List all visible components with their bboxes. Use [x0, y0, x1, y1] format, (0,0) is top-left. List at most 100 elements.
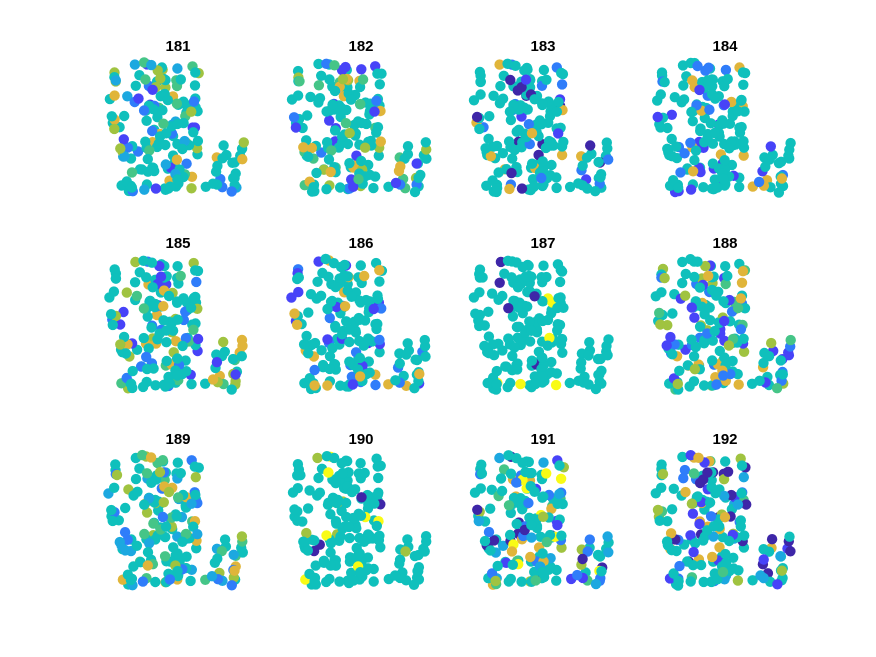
scatter-point	[171, 154, 183, 165]
scatter-point	[529, 181, 540, 192]
scatter-point	[142, 166, 154, 177]
scatter-point	[157, 511, 169, 523]
scatter-point	[107, 515, 118, 527]
scatter-point	[760, 161, 771, 172]
scatter-point	[419, 546, 430, 557]
scatter-point	[508, 295, 519, 306]
panel-181: 181	[104, 38, 249, 197]
scatter-point	[705, 511, 717, 522]
scatter-point	[138, 332, 149, 344]
scatter-point	[368, 303, 379, 315]
scatter-point	[497, 93, 509, 104]
scatter-point	[143, 343, 154, 354]
scatter-point	[755, 570, 766, 581]
scatter-point	[705, 118, 716, 129]
scatter-point	[538, 64, 550, 76]
scatter-point	[355, 567, 366, 578]
scatter-point	[125, 574, 137, 586]
scatter-point	[538, 457, 549, 468]
scatter-point	[558, 136, 569, 148]
scatter-point	[492, 560, 503, 572]
scatter-point	[668, 483, 679, 494]
scatter-point	[141, 468, 153, 479]
scatter-point	[140, 74, 151, 85]
scatter-point	[665, 331, 676, 343]
scatter-point	[162, 94, 173, 106]
scatter-point	[344, 356, 355, 367]
scatter-point	[421, 153, 432, 164]
scatter-point	[735, 293, 747, 304]
scatter-point	[687, 166, 699, 177]
scatter-point	[596, 566, 607, 577]
scatter-point	[678, 473, 689, 484]
scatter-point	[552, 302, 563, 314]
scatter-point	[147, 125, 158, 137]
scatter-point	[324, 312, 335, 324]
scatter-point	[585, 140, 596, 151]
scatter-point	[519, 65, 530, 76]
scatter-point	[138, 303, 150, 314]
scatter-point	[491, 365, 502, 377]
scatter-point	[120, 348, 132, 359]
scatter-point	[678, 94, 690, 105]
scatter-point	[180, 528, 192, 540]
scatter-point	[289, 504, 300, 515]
scatter-point	[661, 536, 673, 547]
scatter-point	[237, 547, 248, 558]
scatter-point	[503, 136, 515, 147]
scatter-point	[652, 504, 664, 516]
scatter-point	[680, 268, 691, 280]
scatter-point	[295, 470, 306, 481]
scatter-point	[192, 333, 204, 345]
scatter-point	[172, 353, 183, 364]
scatter-point	[226, 580, 237, 591]
scatter-point	[324, 115, 335, 126]
scatter-point	[130, 473, 142, 485]
scatter-point	[707, 335, 718, 346]
scatter-point	[308, 182, 319, 193]
panel-191: 191	[469, 431, 614, 590]
scatter-point	[344, 552, 356, 563]
scatter-point	[503, 450, 514, 461]
scatter-point	[341, 316, 352, 327]
scatter-point	[687, 560, 699, 571]
scatter-point	[336, 64, 348, 76]
scatter-point	[709, 325, 720, 337]
scatter-point	[552, 325, 563, 336]
scatter-point	[520, 74, 532, 85]
scatter-point	[776, 173, 788, 184]
scatter-point	[356, 64, 367, 75]
scatter-point	[288, 112, 300, 123]
scatter-point	[160, 521, 172, 532]
scatter-point	[356, 117, 367, 129]
scatter-point	[694, 477, 706, 489]
scatter-point	[526, 355, 538, 366]
scatter-point	[316, 70, 327, 82]
scatter-point	[289, 308, 300, 319]
scatter-point	[211, 357, 223, 368]
scatter-point	[472, 504, 483, 515]
scatter-point	[494, 452, 505, 464]
scatter-point	[177, 143, 188, 155]
scatter-point	[177, 340, 188, 352]
scatter-point	[546, 159, 557, 171]
scatter-point	[344, 158, 355, 169]
scatter-point	[301, 527, 312, 539]
scatter-point	[775, 355, 786, 366]
scatter-point	[777, 369, 788, 380]
scatter-point	[483, 306, 494, 317]
scatter-point	[523, 497, 534, 509]
scatter-point	[541, 468, 552, 479]
scatter-point	[325, 560, 336, 571]
scatter-point	[148, 518, 159, 529]
scatter-point	[503, 576, 514, 587]
scatter-point	[192, 529, 203, 540]
scatter-point	[737, 67, 749, 78]
scatter-point	[191, 543, 202, 554]
scatter-point	[129, 59, 141, 70]
scatter-point	[133, 93, 144, 104]
scatter-point	[115, 319, 126, 330]
scatter-point	[146, 322, 157, 333]
scatter-point	[686, 498, 698, 509]
scatter-point	[668, 175, 679, 186]
